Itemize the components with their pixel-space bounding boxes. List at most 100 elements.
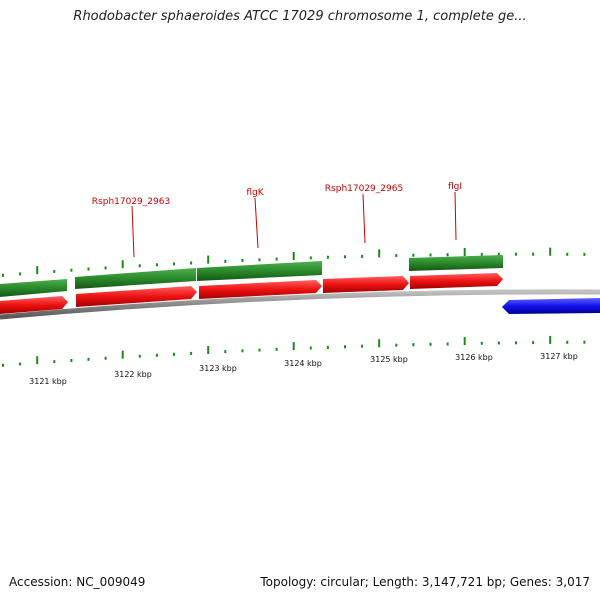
gene-label-2[interactable]: flgK (246, 188, 264, 198)
inner-tick (463, 337, 466, 346)
inner-tick (104, 356, 107, 360)
outer-tick (19, 272, 22, 276)
kbp-labels: 3121 kbp 3122 kbp 3123 kbp 3124 kbp 3125… (29, 352, 578, 386)
inner-tick (378, 339, 381, 348)
outer-tick (566, 252, 569, 256)
inner-tick (412, 343, 415, 347)
inner-tick (326, 345, 329, 349)
inner-tick (480, 341, 483, 345)
inner-tick (583, 340, 586, 344)
outer-tick-row (2, 247, 586, 277)
inner-tick (241, 349, 244, 353)
inner-tick (2, 363, 4, 367)
outer-tick (583, 252, 586, 256)
outer-tick (53, 269, 56, 273)
outer-tick (2, 273, 4, 277)
outer-tick (463, 248, 466, 256)
outer-tick (497, 252, 500, 256)
reverse-strand-genes (0, 273, 503, 314)
inner-tick (224, 350, 227, 354)
kbp-label-4: 3124 kbp (284, 359, 322, 368)
outer-tick (36, 266, 39, 275)
outer-tick (395, 254, 398, 258)
inner-tick (173, 352, 175, 356)
outer-tick (104, 266, 107, 270)
inner-tick (207, 346, 210, 354)
leader-line-3 (362, 193, 366, 244)
inner-tick (275, 347, 278, 351)
inner-tick (70, 359, 73, 362)
inner-tick (515, 341, 517, 345)
gene-reverse-1[interactable] (0, 296, 68, 314)
inner-tick (19, 362, 22, 366)
gene-label-1[interactable]: Rsph17029_2963 (92, 197, 170, 207)
chromosome-backbone (0, 289, 600, 320)
inner-tick (292, 342, 295, 351)
leader-line-1 (131, 205, 135, 258)
leader-line-4 (454, 191, 457, 241)
inner-tick (361, 344, 364, 348)
inner-tick (190, 351, 193, 355)
gene-label-4[interactable]: flgI (448, 182, 462, 192)
outer-tick (258, 258, 261, 262)
inner-tick-row (2, 335, 586, 367)
kbp-label-3: 3123 kbp (199, 364, 237, 373)
outer-tick (121, 260, 124, 269)
inner-tick (549, 335, 552, 344)
outer-tick (344, 255, 346, 259)
genome-summary-text: Topology: circular; Length: 3,147,721 bp… (260, 575, 590, 589)
gene-forward-1[interactable] (0, 279, 67, 297)
inner-tick (121, 350, 124, 359)
kbp-label-1: 3121 kbp (29, 377, 67, 386)
outer-tick (446, 253, 449, 257)
gene-reverse-5[interactable] (410, 273, 503, 289)
outer-tick (155, 263, 158, 267)
inner-tick (395, 343, 398, 347)
inner-tick (87, 357, 90, 361)
inner-tick (309, 346, 312, 350)
gene-forward-2[interactable] (75, 268, 196, 289)
inner-tick (155, 353, 158, 357)
forward-strand-genes (0, 255, 503, 297)
gene-label-3[interactable]: Rsph17029_2965 (325, 184, 403, 194)
outer-tick (412, 253, 415, 257)
outer-tick (292, 252, 295, 260)
kbp-label-2: 3122 kbp (114, 370, 152, 379)
outer-tick (361, 254, 364, 258)
outer-tick (241, 259, 244, 262)
inner-tick (566, 340, 569, 344)
outer-tick (429, 253, 432, 257)
outer-tick (190, 261, 193, 265)
outer-tick (173, 262, 175, 266)
kbp-label-5: 3125 kbp (370, 355, 408, 364)
leader-line-2 (254, 197, 259, 249)
outer-tick (207, 255, 210, 264)
gene-forward-4[interactable] (409, 255, 503, 271)
gene-forward-3[interactable] (197, 261, 322, 281)
outer-tick (532, 252, 535, 256)
outer-tick (87, 267, 90, 271)
outer-tick (138, 264, 141, 268)
outer-tick (326, 255, 329, 259)
inner-tick (344, 345, 346, 349)
outer-tick (70, 268, 73, 272)
inner-tick (429, 342, 432, 346)
inner-tick (532, 341, 535, 345)
inner-tick (138, 354, 141, 358)
gene-other-1[interactable] (502, 298, 600, 314)
outer-tick (480, 252, 483, 256)
inner-tick (53, 360, 56, 364)
outer-tick (275, 257, 278, 261)
gene-reverse-4[interactable] (323, 276, 409, 293)
inner-tick (446, 342, 449, 346)
outer-tick (549, 247, 552, 256)
outer-tick (224, 259, 227, 263)
kbp-label-7: 3127 kbp (540, 352, 578, 361)
gene-reverse-2[interactable] (76, 286, 197, 307)
kbp-label-6: 3126 kbp (455, 353, 493, 362)
gene-reverse-3[interactable] (199, 280, 322, 299)
outer-tick (515, 252, 517, 256)
inner-tick (36, 356, 39, 365)
accession-text: Accession: NC_009049 (9, 575, 146, 589)
